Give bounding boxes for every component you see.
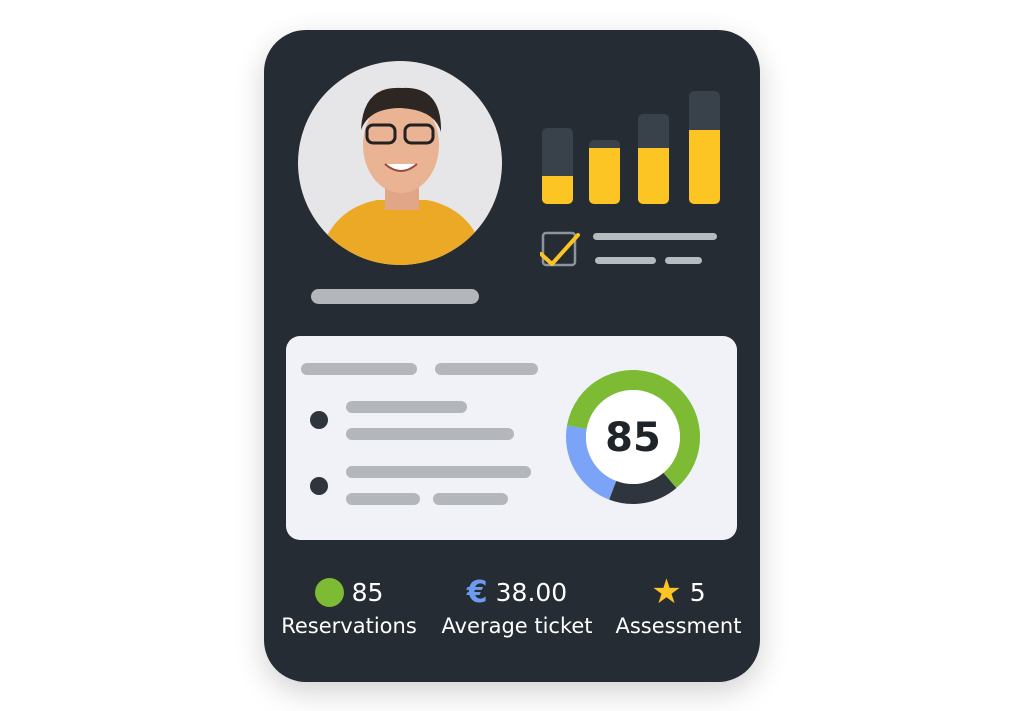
text-placeholder: [665, 257, 702, 264]
bar-1: [542, 128, 573, 204]
donut-segment: [567, 370, 700, 489]
text-placeholder: [346, 466, 531, 478]
assessment-label: Assessment: [615, 614, 742, 638]
text-placeholder: [435, 363, 538, 375]
stat-reservations: 85 Reservations: [274, 570, 424, 638]
stat-assessment: ★ 5 Assessment: [606, 570, 751, 638]
profile-card: 85 85 Reservations €38.00 Average ticket…: [264, 30, 760, 682]
bar-fill: [638, 147, 669, 204]
avatar: [298, 61, 502, 265]
bar-fill: [689, 129, 720, 204]
average-ticket-label: Average ticket: [441, 614, 593, 638]
text-placeholder: [346, 493, 420, 505]
donut-segment: [566, 425, 617, 500]
euro-icon: €: [466, 574, 488, 610]
summary-panel: 85: [286, 336, 737, 540]
text-placeholder: [593, 233, 717, 240]
green-dot-icon: [314, 577, 344, 607]
bar-2: [589, 140, 620, 204]
bar-fill: [542, 175, 573, 204]
score-donut: 85: [566, 370, 700, 504]
text-placeholder: [346, 401, 467, 413]
bullet-icon: [310, 411, 328, 429]
bar-3: [638, 114, 669, 204]
bullet-icon: [310, 477, 328, 495]
reservations-value: 85: [351, 577, 384, 607]
donut-segment: [609, 472, 677, 504]
average-ticket-value: 38.00: [495, 577, 568, 607]
stat-average-ticket: €38.00 Average ticket: [432, 570, 602, 639]
checkbox-checked-icon[interactable]: [540, 230, 582, 268]
star-icon: ★: [651, 572, 682, 612]
bar-4: [689, 90, 720, 204]
text-placeholder: [346, 428, 514, 440]
text-placeholder: [433, 493, 508, 505]
score-value: 85: [605, 415, 661, 461]
assessment-value: 5: [689, 577, 706, 607]
text-placeholder: [595, 257, 656, 264]
reservations-label: Reservations: [281, 614, 417, 638]
bar-fill: [589, 147, 620, 204]
name-placeholder: [311, 289, 479, 304]
text-placeholder: [301, 363, 417, 375]
